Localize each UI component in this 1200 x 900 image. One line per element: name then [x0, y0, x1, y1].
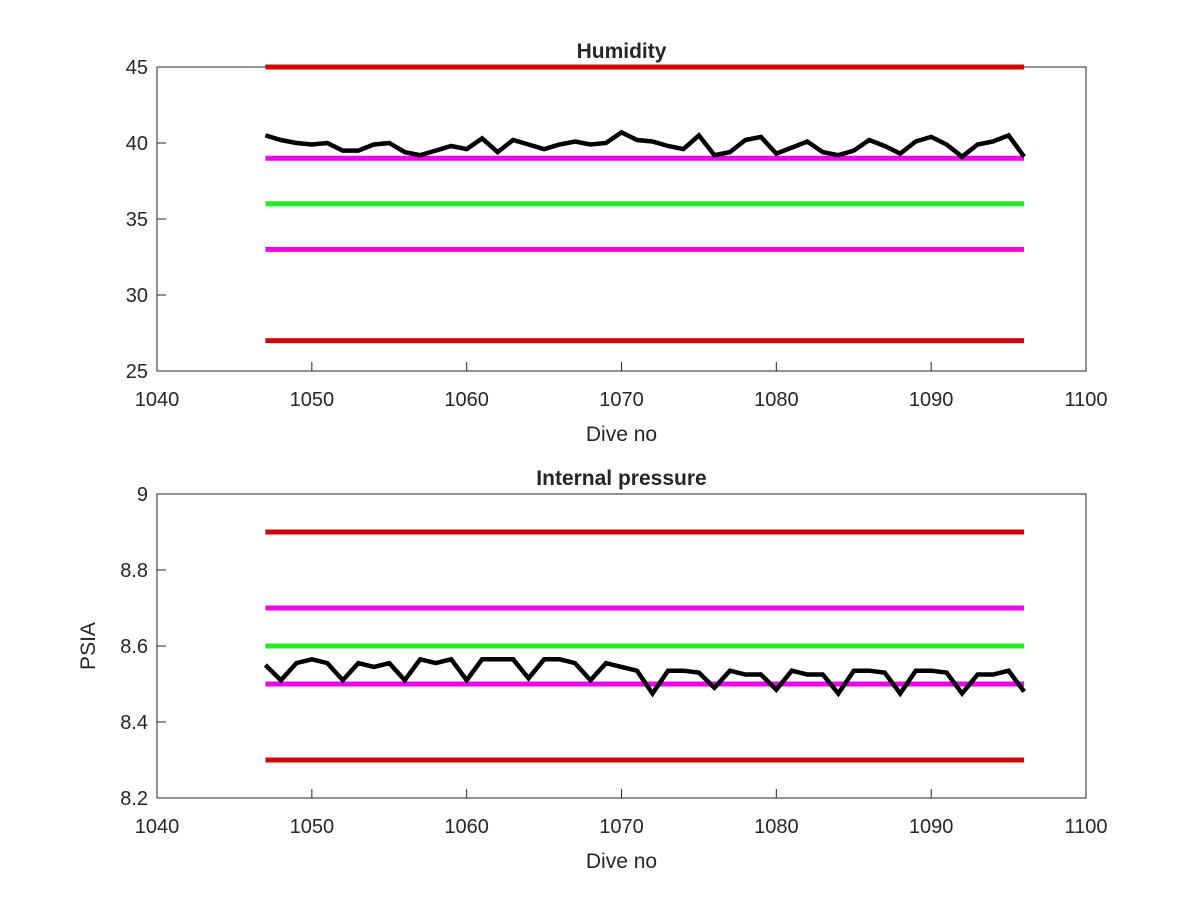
x-tick-label: 1040 [135, 816, 180, 838]
y-axis-label: PSIA [77, 622, 100, 670]
y-tick-label: 9 [137, 484, 148, 506]
x-axis-label: Dive no [586, 423, 657, 446]
series-line [264, 129, 1026, 160]
x-tick-label: 1040 [135, 389, 180, 411]
y-tick-label: 35 [126, 209, 148, 231]
x-tick-label: 1050 [290, 816, 335, 838]
y-tick-label: 8.4 [120, 712, 148, 734]
chart-title: Humidity [577, 40, 667, 63]
y-tick-label: 25 [126, 361, 148, 383]
y-tick-label: 30 [126, 285, 148, 307]
chart-2: 1040 1050 1060 1070 1080 1090 1100 8.2 8.4 8.6 8.8… [77, 467, 1108, 873]
x-tick-label: 1080 [754, 816, 799, 838]
y-tick-label: 40 [126, 133, 148, 155]
x-tick-label: 1060 [444, 816, 489, 838]
y-tick-label: 45 [126, 57, 148, 79]
x-axis-label: Dive no [586, 850, 657, 873]
x-tick-label: 1090 [909, 389, 954, 411]
x-tick-label: 1070 [599, 816, 644, 838]
chart-title: Internal pressure [536, 467, 706, 490]
y-tick-label: 8.8 [120, 560, 148, 582]
chart-1: 1040 1050 1060 1070 1080 1090 1100 25 30 35 40 45 Hu… [126, 40, 1108, 446]
x-tick-label: 1100 [1064, 389, 1107, 411]
axes-box [156, 66, 1087, 372]
y-tick-label: 8.2 [120, 788, 148, 810]
x-tick-label: 1090 [909, 816, 954, 838]
x-tick-label: 1050 [290, 389, 335, 411]
series-line [263, 656, 1026, 698]
x-tick-label: 1070 [599, 389, 644, 411]
x-tick-label: 1060 [444, 389, 489, 411]
x-tick-label: 1080 [754, 389, 799, 411]
x-tick-label: 1100 [1064, 816, 1107, 838]
y-tick-label: 8.6 [120, 636, 148, 658]
